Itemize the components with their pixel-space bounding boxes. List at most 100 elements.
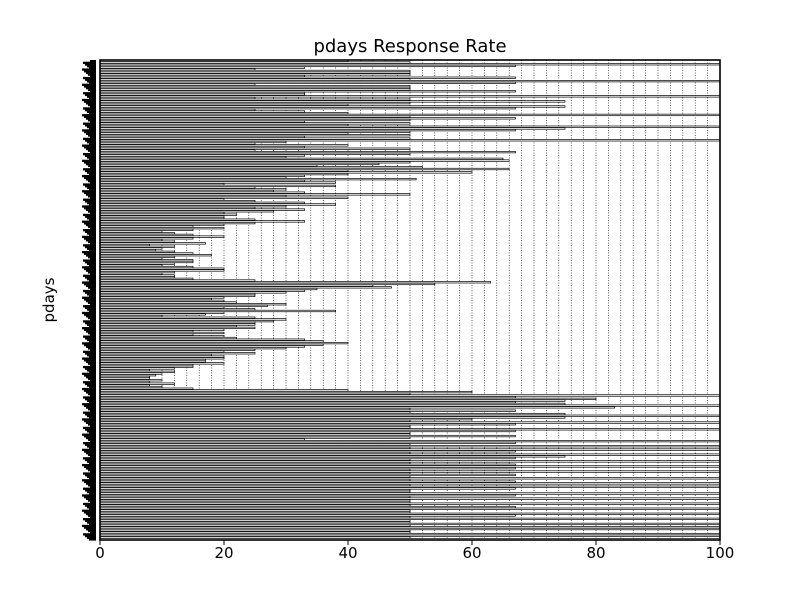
bar: [99, 485, 721, 488]
bar: [99, 63, 721, 66]
y-tick-label-block: [89, 492, 96, 495]
y-tick-label-block: [89, 386, 96, 389]
y-tick-label-block: [87, 490, 96, 494]
y-tick-label-block: [86, 300, 96, 303]
y-tick-label-block: [90, 425, 96, 428]
bar: [99, 429, 516, 433]
bar: [99, 519, 411, 522]
bar: [99, 472, 411, 475]
y-tick-label-block: [85, 109, 96, 112]
bar: [99, 74, 305, 78]
y-tick-label-block: [85, 261, 96, 264]
y-tick-label-block: [85, 519, 96, 523]
y-tick-label-block: [89, 66, 96, 70]
bar: [99, 463, 516, 466]
y-tick-label-block: [87, 65, 96, 68]
bar: [99, 424, 411, 428]
y-tick-label-block: [87, 414, 96, 418]
y-tick-label-block: [90, 242, 96, 245]
y-tick-label-block: [84, 435, 96, 438]
bar: [99, 129, 516, 132]
y-tick-label-block: [87, 354, 96, 357]
y-tick-label-block: [85, 245, 96, 249]
bar: [99, 169, 349, 172]
bar: [99, 301, 237, 304]
bar: [99, 431, 411, 434]
bar: [99, 260, 194, 264]
x-tick-label: 80: [586, 544, 605, 562]
y-tick-label-block: [83, 198, 96, 201]
y-tick-label-block: [85, 458, 96, 462]
y-tick-label-block: [90, 288, 96, 291]
bar: [99, 536, 411, 539]
y-tick-label-block: [83, 76, 96, 80]
y-tick-label-block: [82, 448, 96, 452]
y-tick-label-block: [86, 102, 96, 105]
y-tick-label-block: [86, 178, 96, 181]
bar: [99, 316, 256, 319]
bar: [99, 453, 721, 456]
bar: [99, 249, 157, 252]
bar: [99, 352, 256, 355]
y-tick-label-block: [86, 376, 96, 379]
y-tick-label-block: [84, 420, 96, 423]
bar: [99, 267, 225, 270]
y-tick-label-block: [90, 303, 96, 306]
y-tick-label-block: [87, 369, 96, 372]
bar: [99, 162, 380, 166]
y-tick-label-block: [86, 254, 96, 257]
y-tick-label-block: [82, 327, 96, 330]
y-tick-label-block: [90, 120, 96, 124]
bar: [99, 115, 411, 118]
y-tick-label-block: [89, 218, 96, 222]
bar: [99, 272, 163, 275]
y-tick-label-block: [83, 335, 96, 338]
y-tick-label-block: [90, 151, 96, 154]
bar: [99, 88, 411, 91]
bar: [99, 183, 225, 186]
y-tick-label-block: [87, 186, 96, 190]
y-tick-label-block: [82, 68, 96, 71]
y-tick-label-block: [82, 418, 96, 421]
bar: [99, 69, 411, 73]
y-tick-label-block: [84, 191, 96, 195]
y-tick-label-block: [86, 330, 96, 333]
y-tick-label-block: [90, 349, 96, 352]
bar: [99, 347, 287, 350]
y-tick-label-block: [82, 494, 96, 497]
y-tick-label-block: [90, 364, 96, 367]
y-tick-label-block: [83, 411, 96, 414]
y-tick-label-block: [84, 511, 96, 514]
y-tick-label-block: [88, 134, 96, 137]
y-tick-label-block: [85, 367, 96, 370]
bar: [99, 475, 411, 478]
bar: [99, 396, 516, 399]
y-tick-label-block: [83, 152, 96, 156]
bar: [99, 201, 305, 204]
bar: [99, 108, 256, 111]
y-tick-label-block: [90, 60, 96, 63]
bar: [99, 440, 721, 443]
bar: [99, 448, 721, 451]
y-tick-label-block: [85, 474, 96, 477]
bar: [99, 423, 516, 426]
y-tick-label-block: [87, 323, 96, 326]
bar: [99, 140, 287, 144]
bar: [99, 235, 225, 238]
y-tick-label-block: [83, 122, 96, 125]
y-tick-label-block: [83, 426, 96, 430]
y-tick-label-block: [82, 281, 96, 284]
y-tick-label-block: [90, 531, 96, 534]
bar: [99, 511, 411, 514]
y-tick-label-block: [87, 521, 96, 524]
y-tick-label-block: [89, 523, 96, 526]
y-tick-label-block: [88, 286, 96, 289]
y-tick-label-block: [85, 489, 96, 492]
y-tick-label-block: [87, 80, 96, 83]
y-tick-label-block: [83, 502, 96, 506]
y-tick-label-block: [85, 291, 96, 294]
bar: [99, 289, 305, 292]
y-tick-label-block: [85, 230, 96, 233]
y-axis-label: pdays: [40, 277, 58, 322]
